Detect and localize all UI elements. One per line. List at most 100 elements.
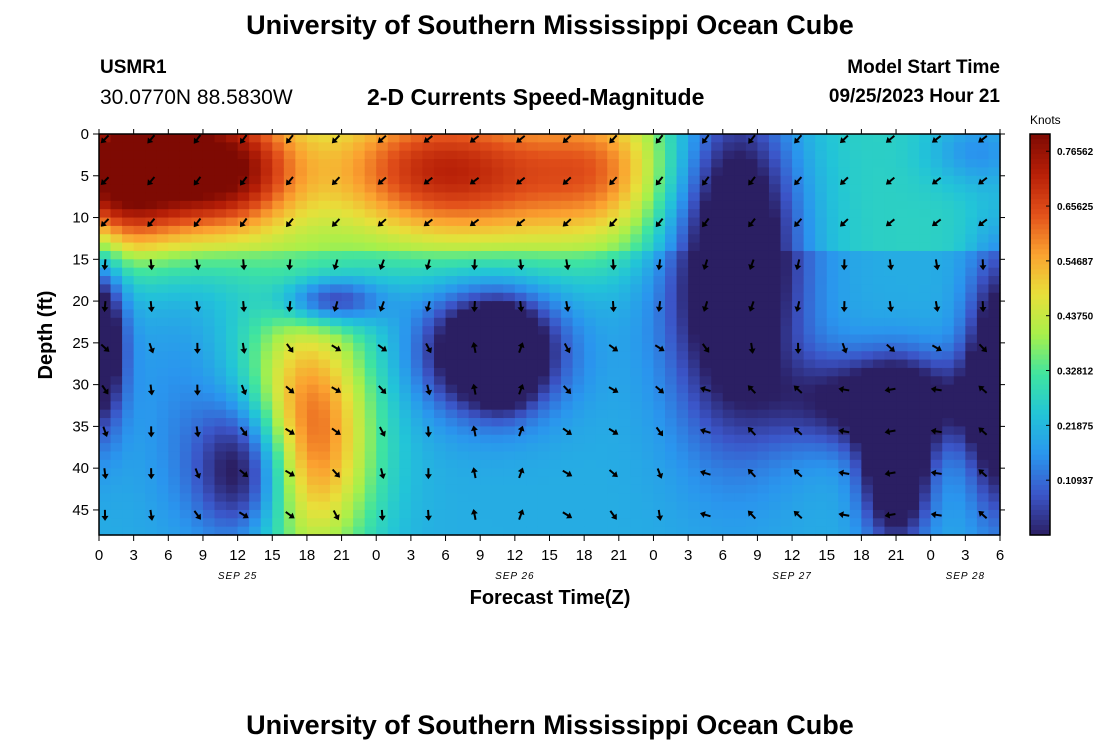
heatmap-cell <box>457 317 470 327</box>
heatmap-cell <box>214 259 227 269</box>
heatmap-cell <box>676 367 689 377</box>
heatmap-cell <box>318 459 331 469</box>
heatmap-cell <box>976 159 990 169</box>
heatmap-cell <box>410 459 424 469</box>
heatmap-cell <box>491 367 504 377</box>
heatmap-cell <box>399 443 412 453</box>
heatmap-cell <box>734 443 747 453</box>
heatmap-cell <box>757 234 770 244</box>
heatmap-cell <box>595 184 608 194</box>
heatmap-cell <box>896 200 909 210</box>
heatmap-cell <box>376 459 389 469</box>
heatmap-cell <box>988 392 1001 402</box>
heatmap-cell <box>618 501 631 511</box>
heatmap-cell <box>734 501 747 511</box>
heatmap-cell <box>179 159 193 169</box>
heatmap-cell <box>514 200 527 210</box>
heatmap-cell <box>572 459 585 469</box>
heatmap-cell <box>849 267 862 277</box>
heatmap-cell <box>468 242 481 252</box>
heatmap-cell <box>399 501 412 511</box>
current-arrow <box>608 344 619 352</box>
heatmap-cell <box>99 501 112 511</box>
heatmap-cell <box>503 234 516 244</box>
heatmap-cell <box>630 267 643 277</box>
heatmap-cell <box>665 292 678 302</box>
heatmap-cell <box>503 292 516 302</box>
x-tick-label: 6 <box>164 547 172 564</box>
heatmap-cell <box>191 234 204 244</box>
current-arrow <box>748 301 755 312</box>
heatmap-cell <box>803 509 816 519</box>
heatmap-cell <box>330 200 343 210</box>
heatmap-cell <box>584 242 597 252</box>
heatmap-cell <box>168 217 181 227</box>
heatmap-cell <box>202 250 216 260</box>
heatmap-cell <box>272 292 285 302</box>
heatmap-cell <box>179 451 193 461</box>
heatmap-cell <box>745 434 759 444</box>
heatmap-cell <box>491 309 504 319</box>
heatmap-cell <box>884 326 897 336</box>
current-arrow <box>285 176 294 186</box>
heatmap-cell <box>306 225 320 235</box>
heatmap-cell <box>896 134 909 143</box>
heatmap-cell <box>965 167 978 177</box>
heatmap-cell <box>433 309 447 319</box>
heatmap-cell <box>584 301 597 311</box>
heatmap-cell <box>549 309 562 319</box>
heatmap-cell <box>318 376 331 386</box>
heatmap-cell <box>618 359 631 369</box>
heatmap-cell <box>803 134 816 143</box>
heatmap-cell <box>168 384 181 394</box>
heatmap-cell <box>711 518 724 528</box>
heatmap-cell <box>734 209 747 219</box>
heatmap-cell <box>99 518 112 528</box>
heatmap-cell <box>122 184 135 194</box>
heatmap-cell <box>884 351 897 361</box>
heatmap-cell <box>214 234 227 244</box>
heatmap-cell <box>630 484 643 494</box>
heatmap-cell <box>919 359 932 369</box>
heatmap-cell <box>988 426 1001 436</box>
heatmap-cell <box>792 225 805 235</box>
heatmap-cell <box>387 359 400 369</box>
colorbar-tick-label: 0.10937 <box>1057 476 1094 487</box>
current-arrow <box>794 342 802 354</box>
heatmap-cell <box>930 242 943 252</box>
heatmap-cell <box>919 242 932 252</box>
heatmap-cell <box>191 392 204 402</box>
current-arrow <box>470 383 478 395</box>
heatmap-cell <box>491 493 504 503</box>
heatmap-cell <box>988 326 1001 336</box>
heatmap-cell <box>930 276 943 285</box>
heatmap-cell <box>572 351 585 361</box>
heatmap-cell <box>306 367 320 377</box>
heatmap-cell <box>953 451 966 461</box>
heatmap-cell <box>191 459 204 469</box>
heatmap-cell <box>260 451 273 461</box>
current-arrow <box>931 344 942 352</box>
heatmap-cell <box>399 459 412 469</box>
heatmap-cell <box>122 484 135 494</box>
heatmap-cell <box>341 493 354 503</box>
heatmap-cell <box>202 426 216 436</box>
heatmap-cell <box>226 301 239 311</box>
heatmap-cell <box>665 526 678 536</box>
heatmap-cell <box>953 250 966 260</box>
heatmap-cell <box>422 367 435 377</box>
heatmap-cell <box>965 217 978 227</box>
heatmap-cell <box>526 384 539 394</box>
heatmap-cell <box>480 526 493 536</box>
colorbar-segment <box>1030 214 1050 220</box>
heatmap-cell <box>514 142 527 152</box>
heatmap-cell <box>249 259 262 269</box>
heatmap-cell <box>942 150 955 160</box>
heatmap-cell <box>422 359 435 369</box>
heatmap-cell <box>838 434 851 444</box>
heatmap-cell <box>226 451 239 461</box>
heatmap-cell <box>272 493 285 503</box>
heatmap-cell <box>272 184 285 194</box>
heatmap-cell <box>884 209 897 219</box>
